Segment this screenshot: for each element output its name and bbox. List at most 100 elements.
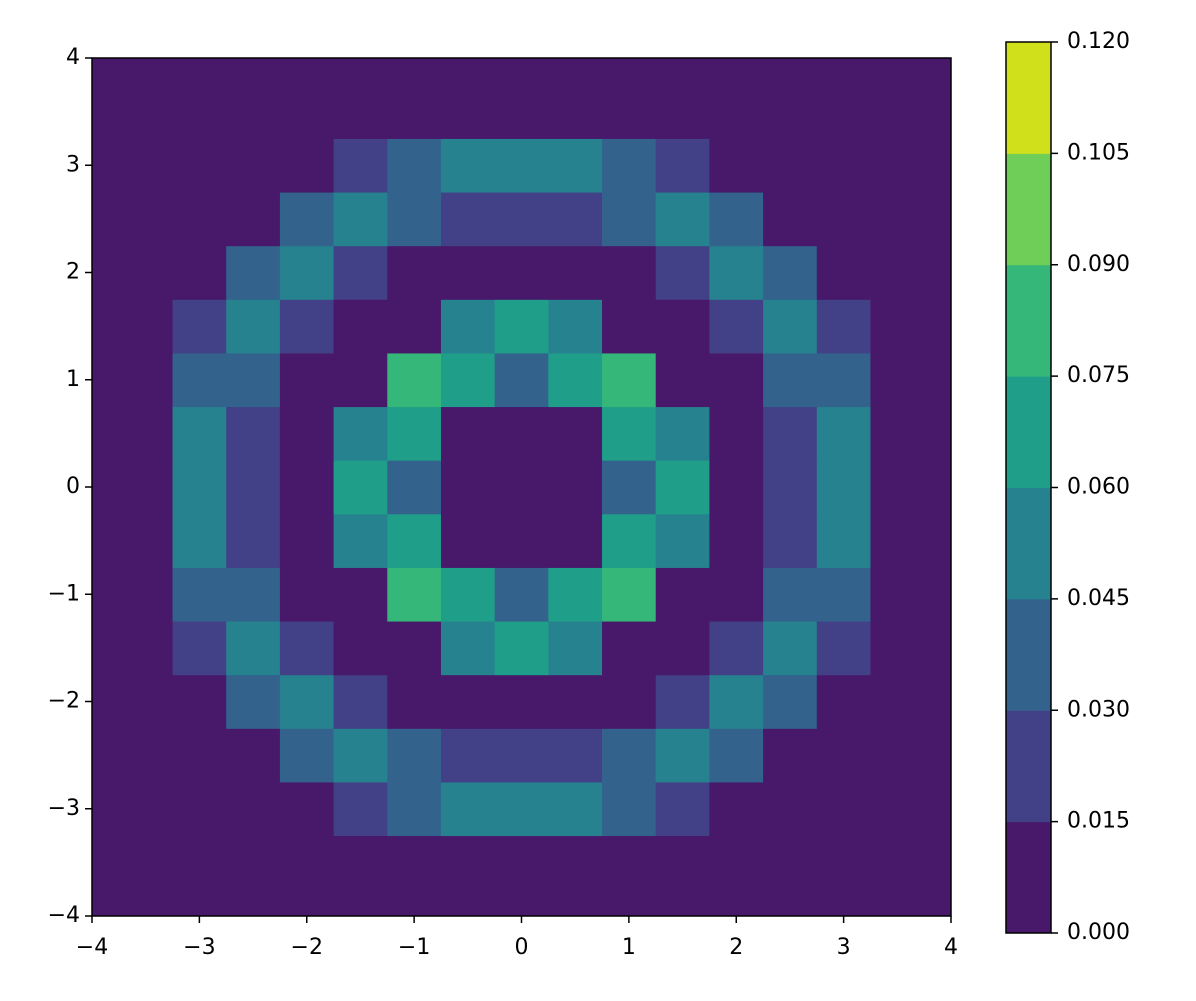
contour-cell <box>709 567 764 622</box>
contour-cell <box>118 245 174 300</box>
y-tick-label: 1 <box>66 367 80 392</box>
contour-cell <box>602 621 657 676</box>
contour-cell <box>816 460 871 515</box>
contour-cell <box>440 138 496 193</box>
contour-cell <box>602 835 657 890</box>
contour-cell <box>387 889 442 916</box>
contour-cell <box>548 138 603 193</box>
contour-cell <box>816 58 871 86</box>
contour-cell <box>387 352 442 408</box>
contour-cell <box>279 245 335 300</box>
contour-cell <box>924 781 951 837</box>
contour-cell <box>924 406 951 461</box>
contour-cell <box>709 621 764 676</box>
contour-cell <box>92 781 120 837</box>
contour-cell <box>548 728 603 783</box>
contour-cell <box>763 513 818 568</box>
contour-cell <box>816 621 871 676</box>
contour-cell <box>333 621 388 676</box>
colorbar-tick-label: 0.105 <box>1067 140 1130 165</box>
contour-cell <box>870 513 925 568</box>
contour-cell <box>816 84 871 139</box>
contour-cell <box>92 460 120 515</box>
contour-cell <box>763 138 818 193</box>
x-tick-label: −4 <box>76 935 108 960</box>
contour-cell <box>226 84 281 139</box>
contour-cell <box>387 138 442 193</box>
contour-cell <box>494 567 549 622</box>
contour-cell <box>816 889 871 916</box>
contour-cell <box>655 352 710 408</box>
contour-cell <box>924 567 951 622</box>
contour-cell <box>118 58 174 86</box>
contour-cell <box>548 192 603 247</box>
contour-cell <box>816 567 871 622</box>
contour-cell <box>548 835 603 890</box>
contour-cell <box>602 245 657 300</box>
contour-cell <box>924 245 951 300</box>
contour-cell <box>709 58 764 86</box>
contour-cell <box>172 460 227 515</box>
contour-cell <box>118 674 174 729</box>
colorbar-tick-label: 0.015 <box>1067 809 1130 834</box>
contour-cell <box>279 460 335 515</box>
contour-cell <box>387 84 442 139</box>
contour-cell <box>387 406 442 461</box>
contour-cell <box>655 84 710 139</box>
contour-cell <box>709 674 764 729</box>
contour-cell <box>870 245 925 300</box>
contour-cell <box>440 299 496 354</box>
colorbar-segment <box>1006 598 1051 711</box>
contour-cell <box>118 781 174 837</box>
contour-cell <box>655 781 710 837</box>
contour-cell <box>92 299 120 354</box>
contour-cell <box>226 299 281 354</box>
contour-cell <box>709 889 764 916</box>
contour-cell <box>494 674 549 729</box>
contour-cell <box>816 406 871 461</box>
contour-cell <box>387 728 442 783</box>
contour-cell <box>763 728 818 783</box>
contour-cell <box>172 352 227 408</box>
contour-cell <box>333 352 388 408</box>
contour-cell <box>924 352 951 408</box>
contour-cell <box>494 406 549 461</box>
y-tick-label: −2 <box>48 689 80 714</box>
contour-cell <box>602 889 657 916</box>
contour-cell <box>118 835 174 890</box>
contour-cell <box>763 58 818 86</box>
contour-cell <box>279 513 335 568</box>
contour-cell <box>440 567 496 622</box>
contour-cell <box>172 621 227 676</box>
contour-cell <box>548 781 603 837</box>
contour-cell <box>494 84 549 139</box>
contour-cell <box>226 138 281 193</box>
contour-cell <box>763 352 818 408</box>
contour-cell <box>118 299 174 354</box>
contour-cell <box>279 192 335 247</box>
y-tick-label: 3 <box>66 152 80 177</box>
y-tick-label: 0 <box>66 474 80 499</box>
contour-cell <box>279 728 335 783</box>
contour-cell <box>655 889 710 916</box>
contour-cell <box>924 621 951 676</box>
contour-cell <box>118 567 174 622</box>
contour-cell <box>870 406 925 461</box>
colorbar-tick-label: 0.045 <box>1067 586 1130 611</box>
y-tick-label: 2 <box>66 260 80 285</box>
contour-cell <box>763 621 818 676</box>
contour-cell <box>924 58 951 86</box>
contour-cell <box>494 245 549 300</box>
contour-cell <box>92 621 120 676</box>
contour-cell <box>92 84 120 139</box>
contour-cell <box>602 58 657 86</box>
contour-cell <box>494 58 549 86</box>
contour-cell <box>763 835 818 890</box>
contour-cell <box>655 245 710 300</box>
contour-cell <box>440 728 496 783</box>
contour-cell <box>816 352 871 408</box>
colorbar-tick-label: 0.030 <box>1067 697 1130 722</box>
contour-cell <box>494 621 549 676</box>
contour-cell <box>763 460 818 515</box>
colorbar-tick-label: 0.120 <box>1067 29 1130 54</box>
